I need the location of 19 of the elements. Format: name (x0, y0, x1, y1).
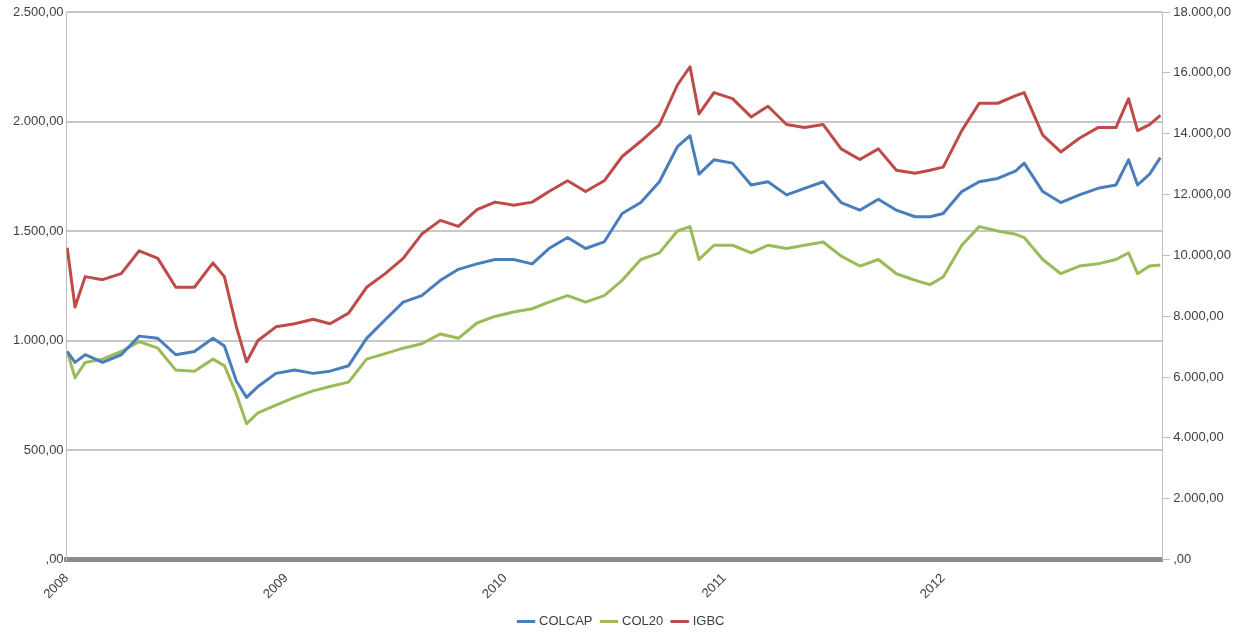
y2-tick-label: 4.000,00 (1173, 429, 1224, 445)
y-tick-label: 1.500,00 (12, 222, 64, 238)
y2-tick-label: 8.000,00 (1173, 307, 1224, 323)
y2-tick-label: 6.000,00 (1173, 368, 1224, 384)
legend-label: IGBC (692, 613, 725, 629)
y2-tick-label: 2.000,00 (1173, 490, 1224, 506)
y2-tick-label: 14.000,00 (1173, 125, 1232, 141)
y-tick-label: 500,00 (23, 441, 64, 457)
y-tick-label: ,00 (45, 551, 64, 567)
y-tick-label: 1.000,00 (12, 332, 64, 348)
y-tick-label: 2.500,00 (12, 3, 64, 19)
legend-label: COL20 (621, 613, 664, 629)
y2-tick-label: 18.000,00 (1173, 3, 1232, 19)
y2-tick-label: ,00 (1173, 551, 1192, 567)
y2-tick-label: 10.000,00 (1173, 246, 1232, 262)
y2-tick-label: 12.000,00 (1173, 186, 1232, 202)
y-tick-label: 2.000,00 (12, 113, 64, 129)
y2-tick-label: 16.000,00 (1173, 64, 1232, 80)
legend-label: COLCAP (539, 613, 593, 629)
